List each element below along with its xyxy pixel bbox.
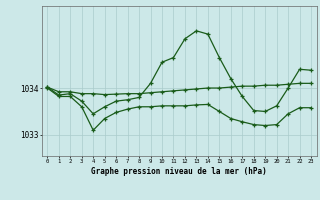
X-axis label: Graphe pression niveau de la mer (hPa): Graphe pression niveau de la mer (hPa): [91, 167, 267, 176]
